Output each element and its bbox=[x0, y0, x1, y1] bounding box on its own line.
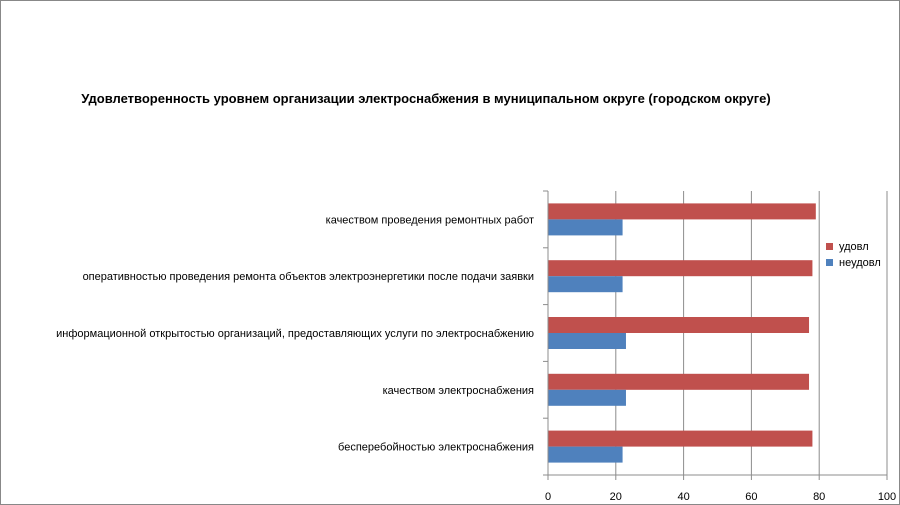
category-label-2: информационной открытостью организаций, … bbox=[56, 328, 534, 340]
bar-неудовл-3 bbox=[548, 276, 623, 293]
bar-удовл-3 bbox=[548, 260, 813, 277]
category-label-0: бесперебойностью электроснабжения bbox=[338, 442, 534, 454]
x-tick-label-80: 80 bbox=[813, 491, 825, 503]
bar-удовл-0 bbox=[548, 430, 813, 447]
bar-удовл-2 bbox=[548, 317, 810, 333]
bar-неудовл-1 bbox=[548, 389, 626, 406]
x-tick-label-100: 100 bbox=[878, 491, 896, 503]
legend-swatch-неудовл bbox=[826, 259, 833, 266]
legend-label-неудовл: неудовл bbox=[839, 257, 881, 269]
bar-удовл-4 bbox=[548, 203, 816, 220]
bar-неудовл-4 bbox=[548, 219, 623, 236]
category-label-4: качеством проведения ремонтных работ bbox=[326, 214, 534, 226]
bar-неудовл-0 bbox=[548, 446, 623, 463]
x-tick-label-0: 0 bbox=[545, 491, 551, 503]
x-tick-label-60: 60 bbox=[745, 491, 757, 503]
category-label-3: оперативностью проведения ремонта объект… bbox=[83, 271, 534, 283]
x-tick-label-40: 40 bbox=[677, 491, 689, 503]
bar-удовл-1 bbox=[548, 373, 810, 390]
category-label-1: качеством электроснабжения bbox=[383, 385, 534, 397]
bar-неудовл-2 bbox=[548, 333, 626, 349]
chart-title: Удовлетворенность уровнем организации эл… bbox=[81, 91, 771, 106]
legend-label-удовл: удовл bbox=[839, 241, 869, 253]
legend-swatch-удовл bbox=[826, 243, 833, 250]
x-tick-label-20: 20 bbox=[610, 491, 622, 503]
